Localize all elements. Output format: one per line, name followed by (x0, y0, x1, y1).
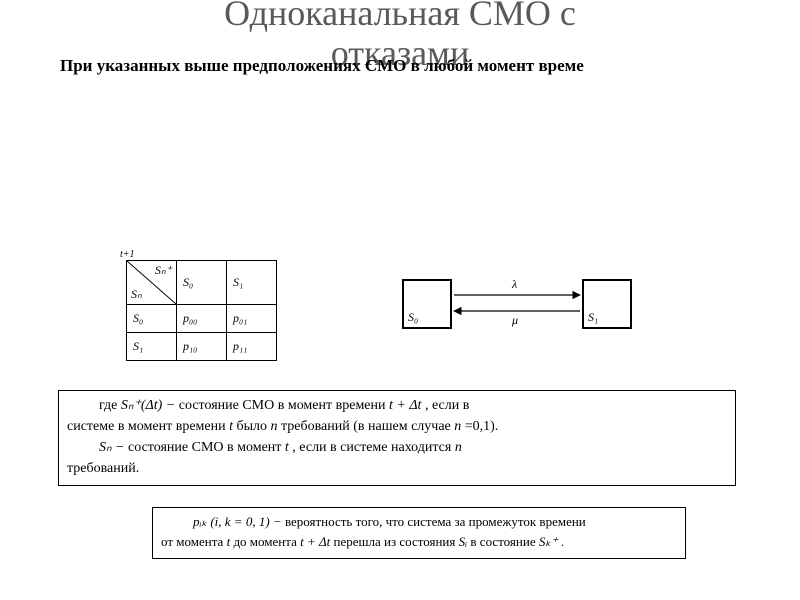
table-cell-p01: p₀₁ (227, 305, 277, 333)
table-row-s0: S₀ (127, 305, 177, 333)
table-header-bottom: Sₙ (131, 287, 142, 302)
table-row-s1: S₁ (127, 333, 177, 361)
def1-line4: требований. (67, 458, 727, 479)
table-col-s1: S₁ (227, 261, 277, 305)
def2-line2: от момента t до момента t + Δt перешла и… (161, 532, 677, 552)
lambda-label: λ (512, 277, 517, 292)
mu-label: μ (512, 313, 518, 328)
subtitle-text: При указанных выше предположениях СМО в … (60, 56, 584, 76)
state-box-s0: S₀ (402, 279, 452, 329)
table-cell-p11: p₁₁ (227, 333, 277, 361)
table-cell-p00: p₀₀ (177, 305, 227, 333)
table-cell-p10: p₁₀ (177, 333, 227, 361)
def1-line2: системе в момент времени t было n требов… (67, 416, 727, 437)
definition-box-2: pᵢₖ (i, k = 0, 1) − вероятность того, чт… (152, 507, 686, 559)
table-col-s0: S₀ (177, 261, 227, 305)
definition-box-1: где Sₙ⁺(Δt) − состояние СМО в момент вре… (58, 390, 736, 486)
table-corner-label: t+1 (120, 249, 135, 260)
def2-line1: pᵢₖ (i, k = 0, 1) − вероятность того, чт… (161, 512, 677, 532)
state-label-s0: S₀ (408, 310, 418, 325)
title-line-1: Одноканальная СМО с (224, 0, 576, 33)
state-box-s1: S₁ (582, 279, 632, 329)
table-header-top: Sₙ⁺ (155, 263, 172, 278)
state-diagram: S₀ S₁ λ μ (402, 279, 632, 335)
def1-line1: где Sₙ⁺(Δt) − состояние СМО в момент вре… (67, 395, 727, 416)
transition-table: Sₙ⁺ Sₙ S₀ S₁ S₀ p₀₀ p₀₁ S₁ p₁₀ p₁₁ (126, 260, 277, 361)
def1-line3: Sₙ − состояние СМО в момент t , если в с… (67, 437, 727, 458)
table-header-diag: Sₙ⁺ Sₙ (127, 261, 177, 305)
state-label-s1: S₁ (588, 310, 598, 325)
